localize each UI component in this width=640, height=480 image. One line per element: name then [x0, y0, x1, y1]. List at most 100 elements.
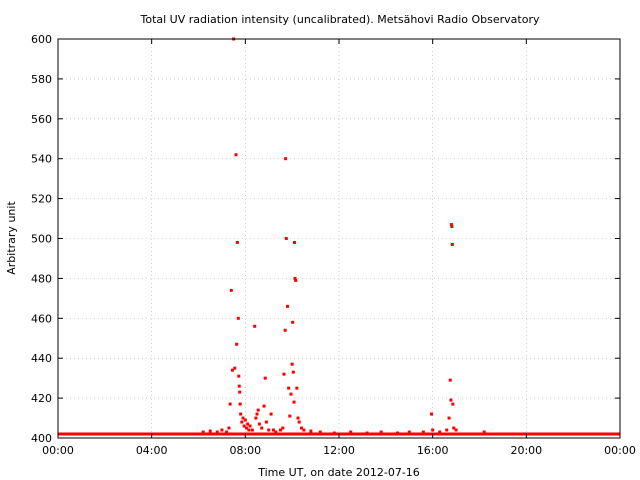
data-point	[349, 430, 353, 434]
data-point	[282, 372, 286, 376]
data-point	[236, 316, 240, 320]
data-point	[429, 412, 433, 416]
data-point	[220, 428, 224, 432]
data-point	[235, 240, 239, 244]
data-points	[58, 37, 620, 436]
data-point	[233, 366, 237, 370]
y-tick-label: 420	[31, 392, 52, 405]
x-tick-label: 00:00	[42, 444, 74, 457]
data-point	[240, 420, 244, 424]
data-point	[257, 422, 261, 426]
data-point	[407, 430, 411, 434]
chart-title: Total UV radiation intensity (uncalibrat…	[140, 13, 540, 26]
data-point	[267, 428, 271, 432]
data-point	[242, 424, 246, 428]
data-point	[296, 416, 300, 420]
data-point	[235, 342, 239, 346]
x-tick-label: 16:00	[417, 444, 449, 457]
y-tick-label: 440	[31, 352, 52, 365]
y-tick-label: 540	[31, 153, 52, 166]
data-point	[269, 412, 273, 416]
data-point	[246, 422, 250, 426]
data-point	[450, 242, 454, 246]
y-tick-label: 520	[31, 193, 52, 206]
data-point	[237, 374, 241, 378]
data-point	[445, 428, 449, 432]
data-point	[450, 225, 454, 229]
y-tick-label: 500	[31, 233, 52, 246]
data-point	[309, 429, 313, 433]
data-point	[283, 328, 287, 332]
x-tick-label: 00:00	[604, 444, 636, 457]
x-tick-label: 04:00	[136, 444, 168, 457]
x-tick-label: 20:00	[510, 444, 542, 457]
data-point	[256, 408, 260, 412]
data-point	[449, 398, 453, 402]
data-point	[255, 412, 259, 416]
data-point	[448, 378, 452, 382]
y-axis-label: Arbitrary unit	[5, 201, 18, 275]
data-point	[245, 426, 249, 430]
x-axis-label: Time UT, on date 2012-07-16	[257, 466, 420, 479]
y-tick-label: 460	[31, 312, 52, 325]
y-tick-label: 400	[31, 432, 52, 445]
y-tick-label: 480	[31, 272, 52, 285]
data-point	[225, 430, 229, 434]
data-point	[250, 428, 254, 432]
data-point	[237, 384, 241, 388]
data-point	[449, 223, 453, 227]
data-point	[274, 430, 278, 434]
data-point	[247, 428, 251, 432]
data-point	[482, 430, 486, 434]
data-point	[215, 430, 219, 434]
data-point	[318, 430, 322, 434]
data-point	[438, 430, 442, 434]
data-point	[379, 430, 383, 434]
data-point	[281, 426, 285, 430]
y-tick-label: 600	[31, 33, 52, 46]
data-point	[431, 428, 435, 432]
x-tick-label: 08:00	[229, 444, 261, 457]
data-point	[254, 416, 258, 420]
data-point	[238, 402, 242, 406]
data-point	[288, 414, 292, 418]
data-point	[278, 428, 282, 432]
y-tick-label: 560	[31, 113, 52, 126]
data-point	[396, 431, 400, 435]
data-point	[297, 420, 301, 424]
data-point	[238, 390, 242, 394]
data-point	[292, 400, 296, 404]
data-point	[447, 416, 451, 420]
data-point	[451, 402, 455, 406]
data-point	[241, 416, 245, 420]
data-point	[262, 404, 266, 408]
data-point	[332, 431, 336, 435]
data-point	[260, 426, 264, 430]
data-point	[263, 376, 267, 380]
data-point	[295, 386, 299, 390]
data-point	[264, 420, 268, 424]
data-point	[227, 426, 231, 430]
data-point	[365, 431, 369, 435]
data-point	[293, 240, 297, 244]
data-point	[291, 370, 295, 374]
data-point	[454, 428, 458, 432]
data-point	[289, 392, 293, 396]
grid	[58, 39, 620, 438]
axis-ticks: 400 420 440 460 480 500 520 540 560 580 600 00:00 04…	[31, 33, 636, 457]
data-point	[302, 428, 306, 432]
data-point	[300, 426, 304, 430]
data-point	[284, 157, 288, 161]
data-point	[284, 237, 288, 240]
data-point	[208, 429, 212, 433]
data-point	[230, 368, 234, 372]
data-point	[290, 362, 294, 366]
data-point	[294, 278, 298, 282]
data-point	[243, 418, 247, 422]
data-point	[421, 430, 425, 434]
data-point	[248, 424, 252, 428]
data-point	[229, 288, 233, 292]
data-point	[271, 428, 275, 432]
data-point	[253, 324, 257, 328]
data-point	[291, 320, 295, 324]
